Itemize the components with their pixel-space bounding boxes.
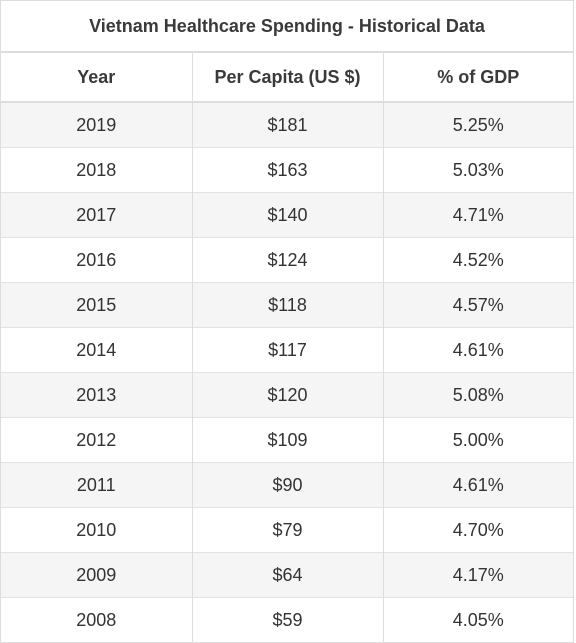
cell-percent-gdp: 4.57%	[382, 282, 573, 328]
header-row: Year Per Capita (US $) % of GDP	[1, 53, 573, 103]
cell-percent-gdp: 4.70%	[382, 507, 573, 553]
table-row: 2009 $64 4.17%	[1, 552, 573, 598]
cell-percent-gdp: 5.08%	[382, 372, 573, 418]
cell-per-capita: $79	[191, 507, 383, 553]
cell-year: 2019	[1, 102, 192, 148]
cell-percent-gdp: 4.05%	[382, 597, 573, 642]
column-header-per-capita: Per Capita (US $)	[191, 53, 383, 103]
cell-percent-gdp: 4.71%	[382, 192, 573, 238]
cell-year: 2017	[1, 192, 192, 238]
data-table: Year Per Capita (US $) % of GDP 2019 $18…	[1, 53, 573, 642]
cell-percent-gdp: 5.25%	[382, 102, 573, 148]
column-header-year: Year	[1, 53, 192, 103]
cell-per-capita: $124	[191, 237, 383, 283]
cell-percent-gdp: 5.00%	[382, 417, 573, 463]
table-row: 2019 $181 5.25%	[1, 102, 573, 148]
cell-percent-gdp: 5.03%	[382, 147, 573, 193]
cell-percent-gdp: 4.52%	[382, 237, 573, 283]
table-row: 2013 $120 5.08%	[1, 372, 573, 418]
cell-year: 2008	[1, 597, 192, 642]
cell-percent-gdp: 4.61%	[382, 327, 573, 373]
table-row: 2011 $90 4.61%	[1, 462, 573, 508]
cell-per-capita: $181	[191, 102, 383, 148]
table-row: 2018 $163 5.03%	[1, 147, 573, 193]
cell-year: 2018	[1, 147, 192, 193]
cell-percent-gdp: 4.61%	[382, 462, 573, 508]
cell-per-capita: $118	[191, 282, 383, 328]
cell-per-capita: $120	[191, 372, 383, 418]
cell-per-capita: $163	[191, 147, 383, 193]
cell-year: 2015	[1, 282, 192, 328]
cell-per-capita: $64	[191, 552, 383, 598]
cell-per-capita: $109	[191, 417, 383, 463]
table-title: Vietnam Healthcare Spending - Historical…	[1, 1, 573, 53]
table-row: 2014 $117 4.61%	[1, 327, 573, 373]
cell-year: 2011	[1, 462, 192, 508]
column-header-percent-gdp: % of GDP	[382, 53, 573, 103]
cell-per-capita: $140	[191, 192, 383, 238]
cell-year: 2009	[1, 552, 192, 598]
cell-per-capita: $117	[191, 327, 383, 373]
cell-year: 2016	[1, 237, 192, 283]
table-row: 2010 $79 4.70%	[1, 507, 573, 553]
cell-per-capita: $90	[191, 462, 383, 508]
cell-percent-gdp: 4.17%	[382, 552, 573, 598]
table-row: 2012 $109 5.00%	[1, 417, 573, 463]
cell-year: 2013	[1, 372, 192, 418]
table-row: 2008 $59 4.05%	[1, 597, 573, 642]
table-row: 2016 $124 4.52%	[1, 237, 573, 283]
cell-per-capita: $59	[191, 597, 383, 642]
cell-year: 2012	[1, 417, 192, 463]
table-row: 2017 $140 4.71%	[1, 192, 573, 238]
cell-year: 2014	[1, 327, 192, 373]
cell-year: 2010	[1, 507, 192, 553]
table-row: 2015 $118 4.57%	[1, 282, 573, 328]
